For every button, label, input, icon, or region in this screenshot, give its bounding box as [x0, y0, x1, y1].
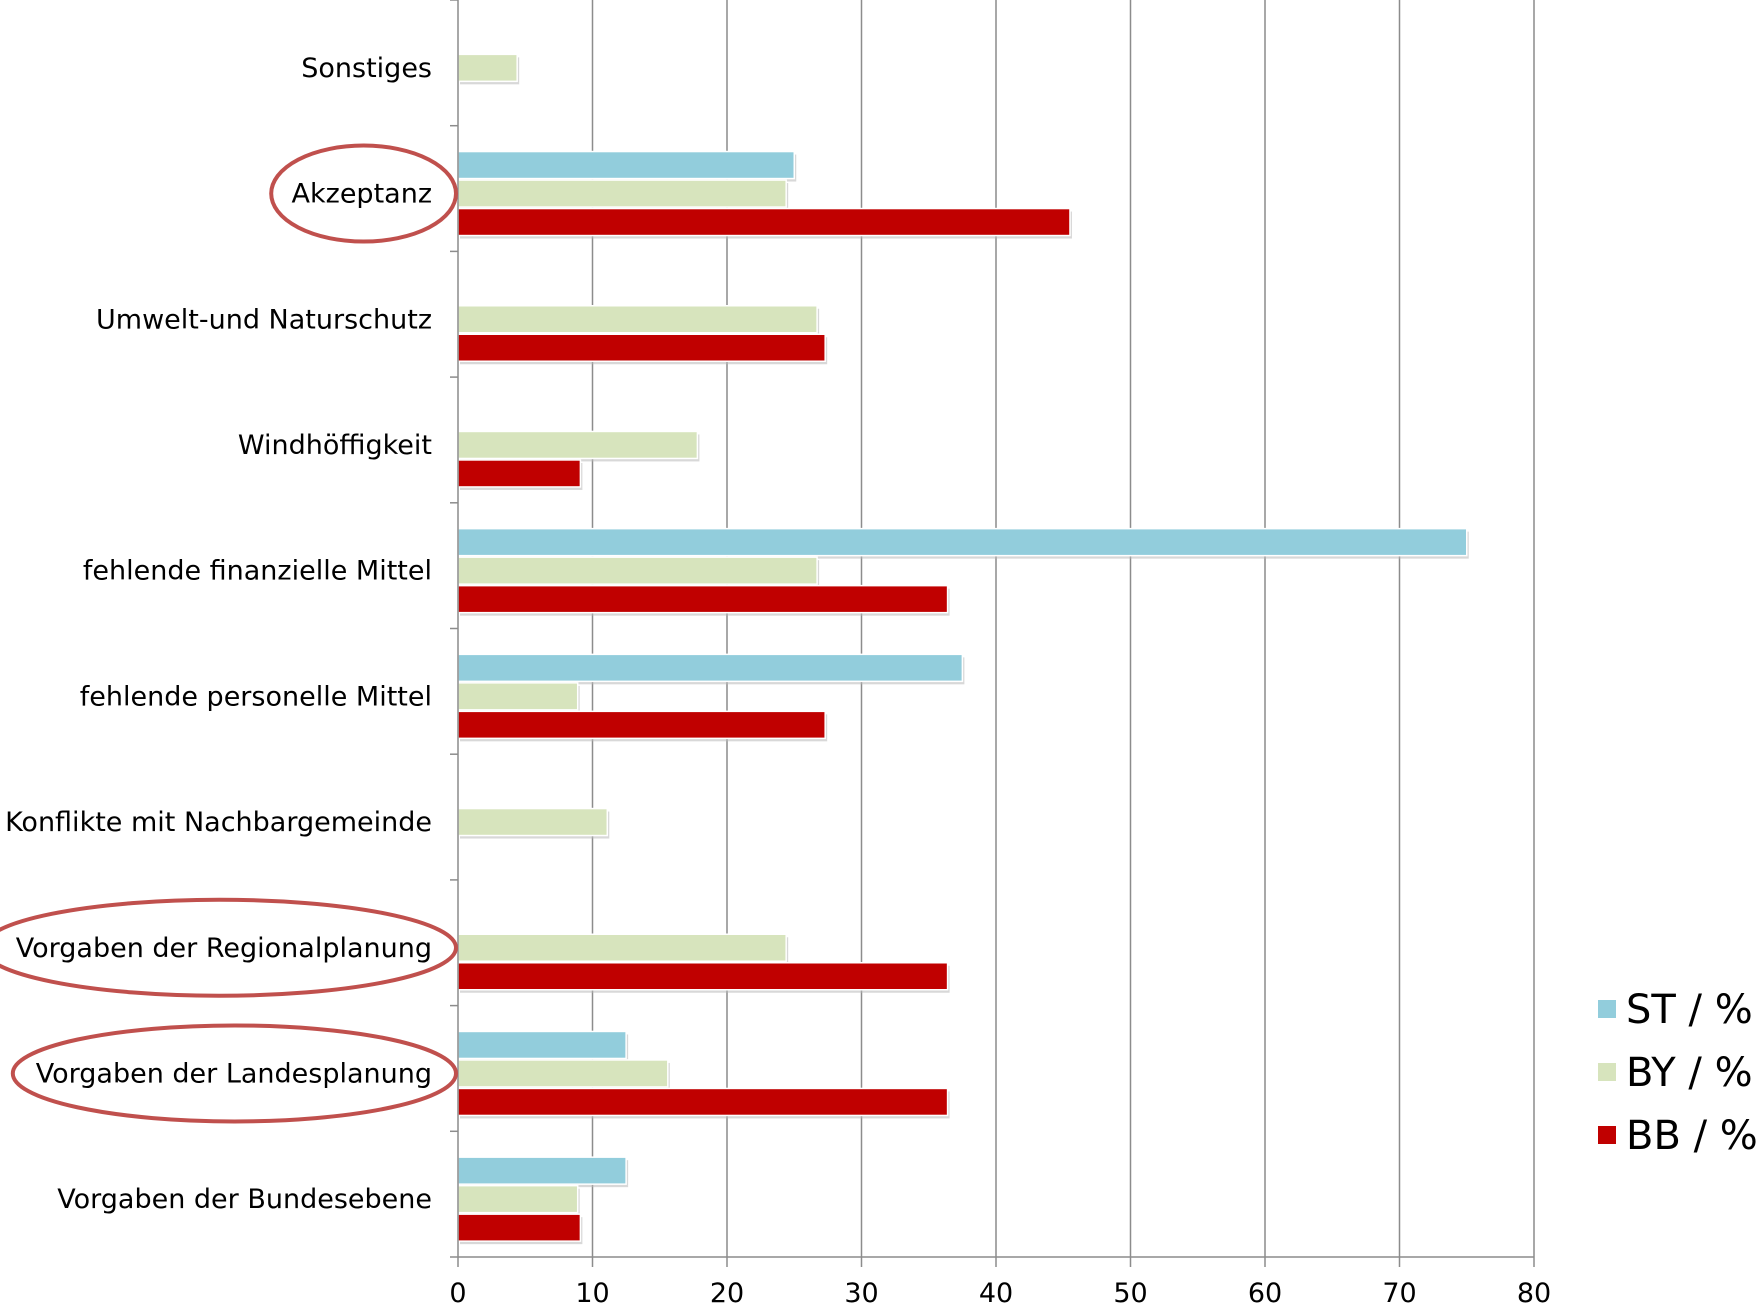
- x-tick-label: 50: [1113, 1278, 1147, 1309]
- bar-by-1: [457, 179, 787, 208]
- bar-by-8: [457, 1059, 669, 1088]
- bar-st-4: [457, 527, 1468, 557]
- bar-bb-5: [457, 710, 826, 740]
- bar-by-5: [457, 682, 579, 711]
- legend-label: BB / %: [1626, 1113, 1758, 1159]
- category-labels: Sonstiges Akzeptanz Umwelt-und Naturschutz…: [5, 53, 432, 1215]
- x-tick-label: 0: [449, 1278, 466, 1309]
- highlight-ellipse: [0, 897, 458, 998]
- category-label: fehlende personelle Mittel: [80, 681, 432, 712]
- bars: [457, 53, 1469, 1245]
- category-label: Vorgaben der Landesplanung: [36, 1058, 432, 1089]
- bar-by-4: [457, 556, 818, 585]
- bar-bb-2: [457, 333, 826, 362]
- highlight-ellipses: [0, 143, 459, 1124]
- x-tick-label: 70: [1382, 1278, 1416, 1309]
- legend: ST / % BY / % BB / %: [1598, 987, 1758, 1159]
- bar-by-0: [457, 53, 518, 83]
- category-label: Konflikte mit Nachbargemeinde: [5, 807, 432, 838]
- bar-st-1: [457, 150, 795, 180]
- category-label: Umwelt-und Naturschutz: [96, 304, 432, 335]
- category-label: Vorgaben der Regionalplanung: [16, 933, 432, 964]
- bar-bb-3: [457, 459, 582, 488]
- category-label: fehlende finanzielle Mittel: [83, 556, 432, 587]
- bar-st-9: [457, 1156, 627, 1185]
- x-tick-label: 20: [710, 1278, 744, 1309]
- legend-swatch: [1598, 1126, 1616, 1144]
- bar-st-5: [457, 653, 964, 683]
- x-tick-label: 40: [979, 1278, 1013, 1309]
- x-tick-label: 30: [844, 1278, 878, 1309]
- axes: 0 10 20 30 40 50 60 70 80: [449, 0, 1551, 1309]
- bar-by-2: [457, 305, 818, 334]
- category-label: Windhöffigkeit: [238, 430, 432, 461]
- bar-bb-4: [457, 584, 949, 614]
- category-label: Vorgaben der Bundesebene: [57, 1184, 432, 1215]
- category-label: Akzeptanz: [292, 179, 432, 210]
- bar-bb-9: [457, 1213, 582, 1242]
- bar-bb-1: [457, 207, 1071, 237]
- legend-label: ST / %: [1626, 987, 1753, 1033]
- legend-label: BY / %: [1626, 1050, 1753, 1096]
- x-tick-label: 80: [1517, 1278, 1551, 1309]
- bar-bb-7: [457, 962, 949, 991]
- highlight-ellipse: [269, 143, 459, 244]
- x-tick-label: 60: [1248, 1278, 1282, 1309]
- bar-by-9: [457, 1184, 579, 1214]
- bar-st-8: [457, 1030, 627, 1060]
- x-tick-label: 10: [575, 1278, 609, 1309]
- bar-bb-8: [457, 1087, 949, 1117]
- legend-swatch: [1598, 1063, 1616, 1081]
- highlight-ellipse: [10, 1023, 458, 1124]
- category-label: Sonstiges: [301, 53, 432, 84]
- bar-by-6: [457, 807, 609, 837]
- legend-swatch: [1598, 1000, 1616, 1018]
- bar-by-7: [457, 933, 787, 962]
- bar-by-3: [457, 430, 699, 460]
